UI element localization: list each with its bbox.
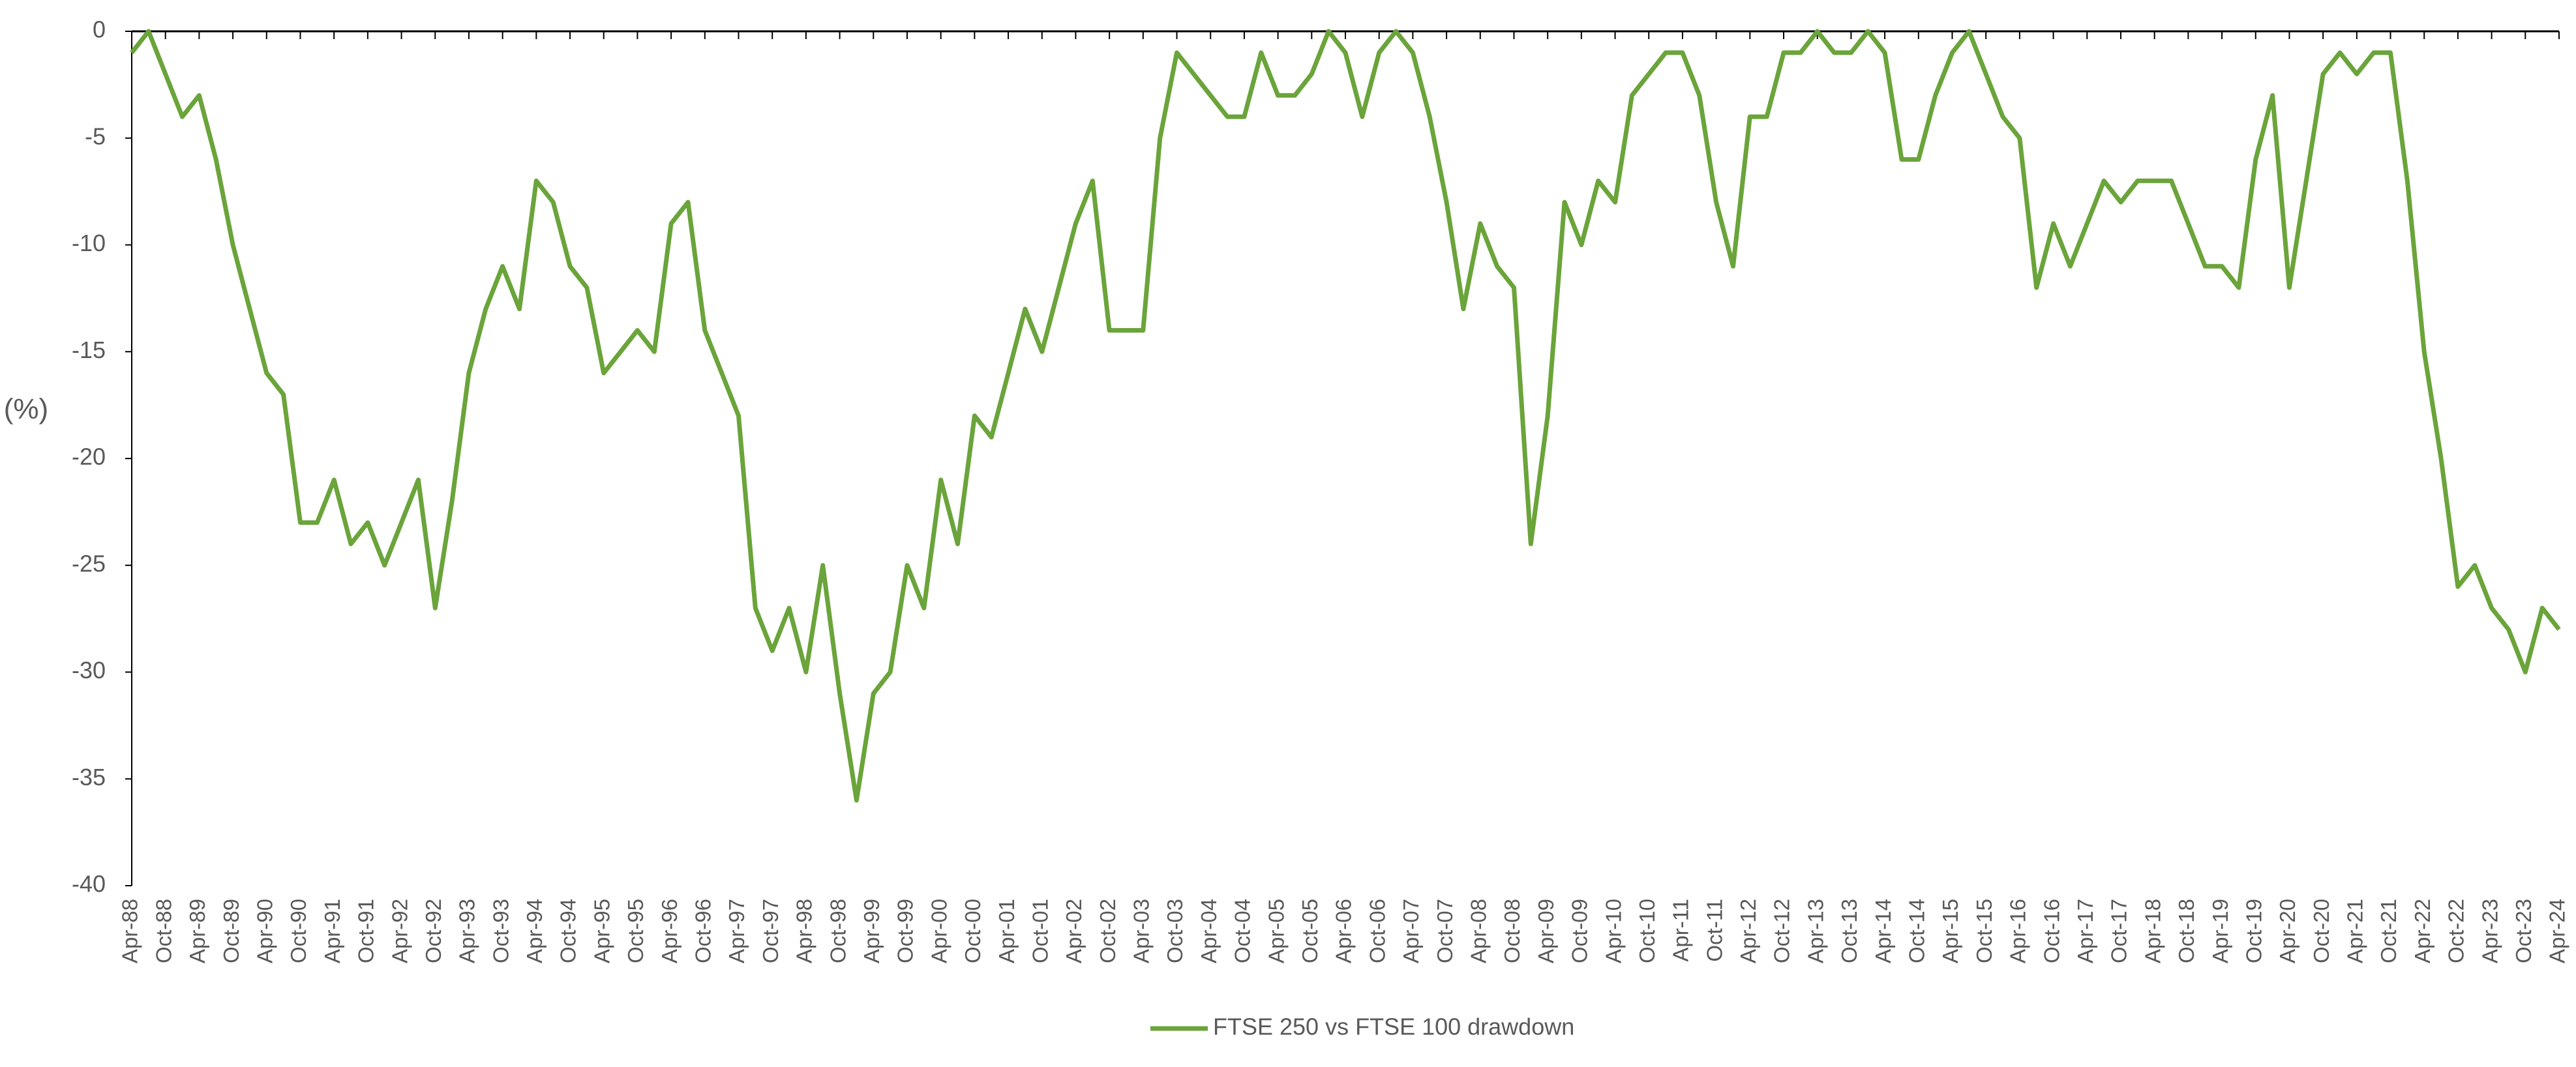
x-tick-label: Apr-17 xyxy=(2073,899,2097,963)
x-tick-label: Apr-05 xyxy=(1264,899,1288,963)
x-tick-label: Apr-91 xyxy=(320,899,344,963)
y-tick-label: -20 xyxy=(72,443,106,470)
y-tick-label: -5 xyxy=(85,123,106,149)
y-tick-label: -25 xyxy=(72,550,106,577)
x-tick-label: Apr-15 xyxy=(1938,899,1962,963)
x-tick-label: Apr-97 xyxy=(725,899,749,963)
y-tick-label: -10 xyxy=(72,230,106,256)
x-tick-label: Apr-13 xyxy=(1803,899,1827,963)
line-series xyxy=(130,29,2561,803)
x-tick-label: Oct-01 xyxy=(1028,899,1052,963)
x-tick-label: Oct-13 xyxy=(1837,899,1861,963)
x-tick-label: Apr-96 xyxy=(657,899,681,963)
x-tick-label: Oct-93 xyxy=(488,899,513,963)
x-tick-label: Apr-00 xyxy=(927,899,951,963)
x-tick-label: Oct-07 xyxy=(1433,899,1457,963)
y-tick-label: -40 xyxy=(72,871,106,897)
x-tick-label: Apr-14 xyxy=(1871,899,1895,963)
x-tick-label: Apr-03 xyxy=(1130,899,1154,963)
x-tick-label: Oct-90 xyxy=(286,899,310,963)
x-tick-label: Oct-23 xyxy=(2511,899,2536,963)
x-tick-label: Oct-17 xyxy=(2107,899,2131,963)
x-tick-label: Oct-20 xyxy=(2309,899,2333,963)
x-tick-label: Oct-98 xyxy=(826,899,850,963)
x-tick-label: Oct-95 xyxy=(623,899,648,963)
x-tick-label: Apr-01 xyxy=(995,899,1019,963)
x-tick-label: Apr-95 xyxy=(590,899,614,963)
x-tick-label: Apr-18 xyxy=(2140,899,2164,963)
x-tick-label: Oct-14 xyxy=(1905,899,1929,963)
x-tick-label: Apr-08 xyxy=(1466,899,1490,963)
y-tick-label: -35 xyxy=(72,764,106,790)
x-tick-label: Oct-02 xyxy=(1096,899,1120,963)
x-tick-label: Oct-91 xyxy=(354,899,378,963)
x-tick-label: Oct-05 xyxy=(1298,899,1322,963)
x-tick-label: Apr-21 xyxy=(2343,899,2367,963)
x-tick-label: Oct-11 xyxy=(1702,899,1726,962)
x-tick-label: Oct-99 xyxy=(893,899,918,963)
x-tick-label: Apr-93 xyxy=(455,899,479,963)
x-tick-label: Apr-98 xyxy=(792,899,816,963)
x-tick-label: Oct-09 xyxy=(1568,899,1592,963)
x-tick-label: Oct-03 xyxy=(1163,899,1187,963)
x-tick-label: Oct-96 xyxy=(691,899,715,963)
x-tick-label: Apr-99 xyxy=(860,899,884,963)
x-tick-label: Apr-12 xyxy=(1736,899,1760,963)
x-tick-label: Apr-92 xyxy=(387,899,412,963)
x-tick-label: Apr-04 xyxy=(1197,899,1221,963)
x-tick-label: Oct-00 xyxy=(961,899,985,963)
x-tick-label: Oct-94 xyxy=(556,899,580,963)
x-tick-label: Apr-06 xyxy=(1332,899,1356,963)
x-tick-label: Oct-22 xyxy=(2444,899,2468,963)
x-tick-label: Oct-06 xyxy=(1365,899,1389,963)
x-tick-label: Apr-88 xyxy=(118,899,142,963)
x-tick-label: Apr-20 xyxy=(2275,899,2299,963)
x-tick-label: Apr-09 xyxy=(1534,899,1558,963)
legend-label: FTSE 250 vs FTSE 100 drawdown xyxy=(1213,1014,1574,1040)
x-tick-label: Oct-16 xyxy=(2039,899,2063,963)
y-tick-label: -15 xyxy=(72,337,106,363)
x-tick-label: Apr-90 xyxy=(252,899,277,963)
x-tick-label: Oct-88 xyxy=(151,899,175,963)
x-tick-label: Oct-97 xyxy=(758,899,783,963)
x-tick-label: Apr-10 xyxy=(1601,899,1625,963)
x-tick-label: Oct-89 xyxy=(219,899,243,963)
x-tick-label: Apr-24 xyxy=(2545,899,2569,963)
x-tick-label: Oct-04 xyxy=(1231,899,1255,963)
x-tick-label: Apr-19 xyxy=(2208,899,2232,963)
x-tick-label: Apr-02 xyxy=(1062,899,1086,963)
x-tick-label: Oct-12 xyxy=(1770,899,1794,963)
x-tick-label: Apr-07 xyxy=(1399,899,1423,963)
y-axis-label: (%) xyxy=(4,393,48,425)
x-tick-label: Apr-23 xyxy=(2478,899,2502,963)
x-tick-label: Apr-16 xyxy=(2006,899,2030,963)
x-tick-label: Oct-10 xyxy=(1635,899,1659,963)
x-tick-label: Oct-92 xyxy=(421,899,445,963)
x-tick-label: Oct-19 xyxy=(2241,899,2266,963)
y-tick-label: -30 xyxy=(72,657,106,684)
x-tick-label: Apr-94 xyxy=(522,899,547,963)
x-tick-label: Oct-21 xyxy=(2376,899,2401,963)
x-tick-label: Oct-15 xyxy=(1972,899,1996,963)
x-tick-label: Apr-11 xyxy=(1669,899,1693,962)
x-tick-label: Oct-08 xyxy=(1500,899,1524,963)
y-tick-label: 0 xyxy=(93,16,106,43)
x-tick-label: Oct-18 xyxy=(2174,899,2198,963)
x-tick-label: Apr-22 xyxy=(2410,899,2434,963)
x-tick-label: Apr-89 xyxy=(185,899,209,963)
